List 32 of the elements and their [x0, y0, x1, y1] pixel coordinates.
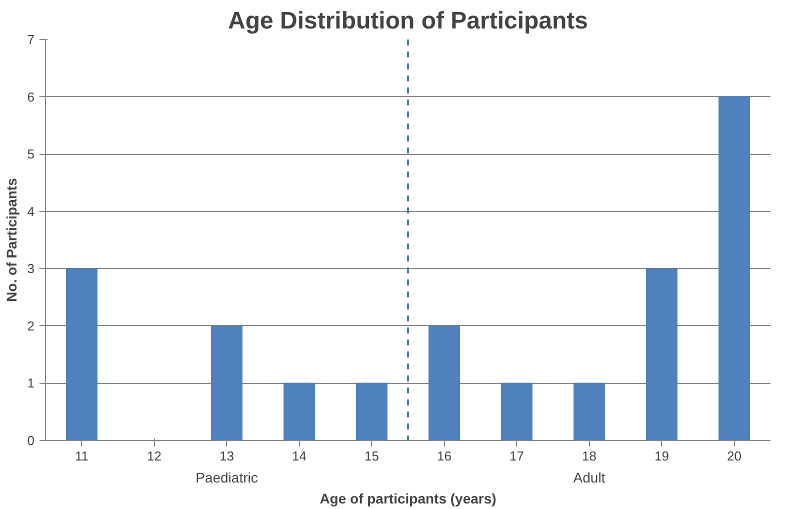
x-tick-label: 12 [147, 448, 162, 464]
bar [501, 382, 532, 440]
bar [428, 325, 460, 440]
x-tick-label: 19 [654, 448, 669, 464]
bar [574, 382, 605, 440]
bar [646, 268, 678, 440]
y-axis-title: No. of Participants [3, 178, 20, 302]
y-tick-label: 2 [27, 318, 35, 334]
x-tick-label: 16 [437, 448, 452, 464]
bar [356, 382, 388, 440]
y-tick-label: 1 [27, 376, 35, 391]
y-tick-label: 4 [27, 204, 35, 219]
y-tick-label: 3 [27, 261, 35, 276]
y-tick-label: 5 [27, 146, 35, 162]
bar [66, 268, 98, 440]
x-tick-label: 17 [510, 448, 524, 464]
x-tick-label: 13 [220, 448, 234, 464]
x-tick-label: 15 [364, 448, 379, 464]
text: Paediatric [196, 470, 258, 486]
x-axis-title: Age of participants (years) [320, 490, 496, 506]
y-tick-label: 6 [27, 89, 35, 104]
x-tick-label: 18 [582, 448, 596, 464]
chart-title: Age Distribution of Participants [228, 8, 588, 34]
bar [284, 382, 315, 440]
bar [718, 96, 750, 440]
x-tick-label: 20 [727, 448, 742, 464]
text: Adult [573, 470, 606, 486]
y-tick-label: 7 [27, 32, 35, 47]
x-tick-label: 11 [75, 448, 88, 464]
bar [211, 325, 242, 440]
x-tick-label: 14 [292, 448, 306, 464]
y-tick-label: 0 [27, 433, 35, 448]
